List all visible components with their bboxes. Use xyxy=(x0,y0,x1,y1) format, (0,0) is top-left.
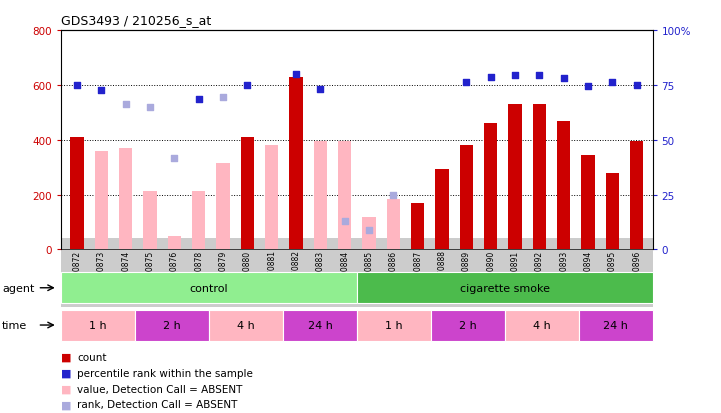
Bar xyxy=(94,151,108,250)
Bar xyxy=(363,217,376,250)
Point xyxy=(363,228,375,234)
Bar xyxy=(289,78,303,250)
Bar xyxy=(192,191,205,250)
Bar xyxy=(357,273,653,304)
Text: 2 h: 2 h xyxy=(459,320,477,330)
Bar xyxy=(606,173,619,250)
Bar xyxy=(338,142,351,250)
Point xyxy=(461,80,472,86)
Point xyxy=(144,104,156,111)
Text: GDS3493 / 210256_s_at: GDS3493 / 210256_s_at xyxy=(61,14,211,27)
Point xyxy=(169,155,180,161)
Text: cigarette smoke: cigarette smoke xyxy=(460,283,549,293)
Bar xyxy=(386,199,400,250)
Bar xyxy=(119,149,133,250)
Point xyxy=(71,82,83,89)
Text: 2 h: 2 h xyxy=(163,320,181,330)
Bar xyxy=(431,310,505,341)
Point xyxy=(534,73,545,79)
Point xyxy=(606,80,618,86)
Point xyxy=(583,84,594,90)
Bar xyxy=(578,310,653,341)
Bar xyxy=(216,164,230,250)
Point xyxy=(558,76,570,82)
Text: ■: ■ xyxy=(61,368,72,378)
Text: ■: ■ xyxy=(61,384,72,394)
Text: 4 h: 4 h xyxy=(237,320,255,330)
Point xyxy=(485,74,497,81)
Bar xyxy=(460,146,473,250)
Bar xyxy=(484,124,497,250)
Bar xyxy=(61,310,136,341)
Bar xyxy=(265,146,278,250)
Point xyxy=(631,82,642,89)
Bar xyxy=(71,138,84,250)
Point xyxy=(291,71,302,78)
Bar xyxy=(508,105,522,250)
Point xyxy=(509,73,521,79)
Point xyxy=(314,86,326,93)
Text: time: time xyxy=(2,320,27,330)
Bar xyxy=(61,273,357,304)
Bar xyxy=(557,121,570,250)
Text: value, Detection Call = ABSENT: value, Detection Call = ABSENT xyxy=(77,384,242,394)
Point xyxy=(120,102,131,108)
Bar xyxy=(283,310,357,341)
Point xyxy=(388,192,399,198)
Point xyxy=(339,218,350,224)
Text: 24 h: 24 h xyxy=(307,320,332,330)
Text: 1 h: 1 h xyxy=(89,320,107,330)
Text: rank, Detection Call = ABSENT: rank, Detection Call = ABSENT xyxy=(77,399,237,409)
Bar xyxy=(241,138,254,250)
Point xyxy=(96,88,107,95)
Text: 1 h: 1 h xyxy=(385,320,402,330)
Text: 4 h: 4 h xyxy=(533,320,551,330)
Bar xyxy=(581,155,595,250)
Text: 24 h: 24 h xyxy=(603,320,628,330)
Bar xyxy=(505,310,578,341)
Point xyxy=(217,95,229,101)
Bar xyxy=(168,236,181,250)
Bar xyxy=(136,310,209,341)
Point xyxy=(193,96,205,103)
Bar xyxy=(533,105,546,250)
Text: percentile rank within the sample: percentile rank within the sample xyxy=(77,368,253,378)
Text: agent: agent xyxy=(2,283,35,293)
Text: ■: ■ xyxy=(61,399,72,409)
Text: ■: ■ xyxy=(61,352,72,362)
Bar xyxy=(209,310,283,341)
Bar xyxy=(411,203,425,250)
Bar xyxy=(357,310,431,341)
Bar xyxy=(435,169,448,250)
Bar xyxy=(314,142,327,250)
Text: count: count xyxy=(77,352,107,362)
Bar xyxy=(630,142,643,250)
Point xyxy=(242,82,253,89)
Text: control: control xyxy=(190,283,229,293)
Bar xyxy=(143,191,156,250)
